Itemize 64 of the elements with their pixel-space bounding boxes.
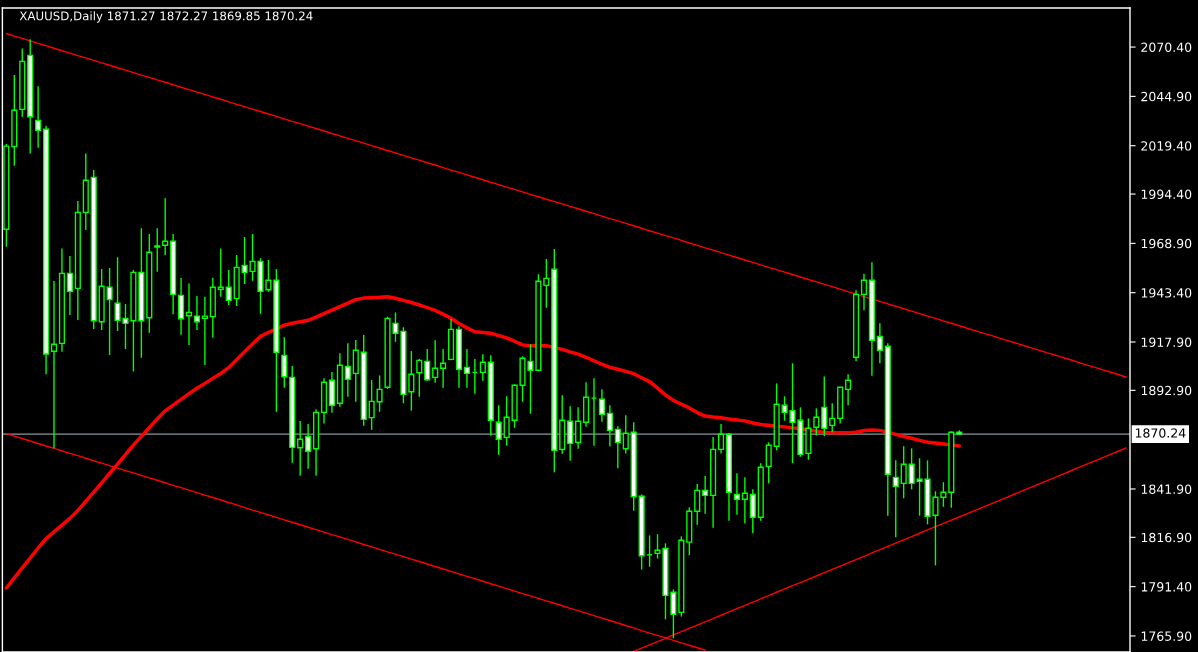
candlestick: [416, 358, 423, 398]
y-tick-label: 1765.90: [1141, 631, 1192, 641]
candlestick: [717, 423, 725, 455]
candlestick: [154, 227, 161, 273]
candlestick: [821, 375, 828, 438]
candlestick: [606, 404, 613, 448]
candlestick: [543, 258, 550, 309]
y-tick-label: 2044.90: [1141, 91, 1192, 102]
candlestick: [376, 374, 383, 413]
candlestick: [876, 322, 883, 364]
candlestick: [463, 348, 471, 389]
candlestick: [702, 475, 709, 515]
y-tick-label: 2019.40: [1141, 141, 1192, 151]
y-tick-label: 1791.40: [1141, 582, 1192, 592]
candlestick: [503, 395, 510, 447]
candlestick: [900, 445, 907, 499]
candlestick: [201, 296, 208, 366]
candlestick: [177, 277, 185, 336]
candlestick: [495, 404, 502, 456]
y-tick-label: 1943.40: [1141, 288, 1192, 298]
candlestick: [813, 407, 820, 437]
candlestick: [35, 85, 42, 149]
candlestick: [162, 197, 169, 256]
candlestick: [225, 269, 232, 306]
line-series: [5, 32, 1127, 378]
candlestick: [432, 339, 439, 384]
candlestick: [297, 420, 304, 477]
candlestick: [741, 476, 748, 525]
candlestick: [845, 373, 852, 406]
candlestick: [749, 488, 756, 534]
y-tick-label: 2070.40: [1141, 42, 1192, 52]
y-tick-label: 1841.90: [1141, 484, 1192, 494]
candlestick: [50, 280, 58, 450]
candlestick: [193, 295, 201, 331]
candlestick: [305, 423, 312, 470]
candlestick: [281, 336, 288, 389]
candlestick: [352, 339, 359, 403]
candlestick: [567, 405, 574, 462]
candlestick: [860, 273, 868, 311]
candlestick: [344, 342, 351, 398]
y-tick-label: 1968.90: [1141, 238, 1192, 249]
y-tick-label: 1892.90: [1141, 385, 1192, 396]
candlestick: [440, 348, 447, 389]
y-tick-label: 1816.90: [1141, 532, 1192, 543]
candlestick: [106, 267, 113, 356]
candlestick: [733, 472, 741, 516]
candlestick: [829, 402, 836, 434]
candlestick: [424, 348, 431, 382]
candlestick: [614, 425, 621, 469]
candlestick: [694, 483, 701, 526]
candlestick: [622, 414, 629, 455]
candlestick: [217, 247, 224, 298]
chart-title: XAUUSD,Daily 1871.27 1872.27 1869.85 1870.24: [19, 11, 313, 23]
candlestick: [368, 379, 375, 431]
candlestick: [408, 350, 415, 412]
candlestick: [479, 353, 486, 382]
candlestick: [892, 459, 899, 539]
candlestick: [66, 255, 73, 316]
candlestick: [765, 441, 772, 485]
candlestick: [575, 406, 582, 450]
y-tick-label: 1917.90: [1141, 337, 1192, 347]
candlestick: [598, 388, 606, 423]
y-tick-label: 1994.40: [1141, 189, 1192, 199]
ref-line-label: 1870.24: [1135, 428, 1186, 438]
